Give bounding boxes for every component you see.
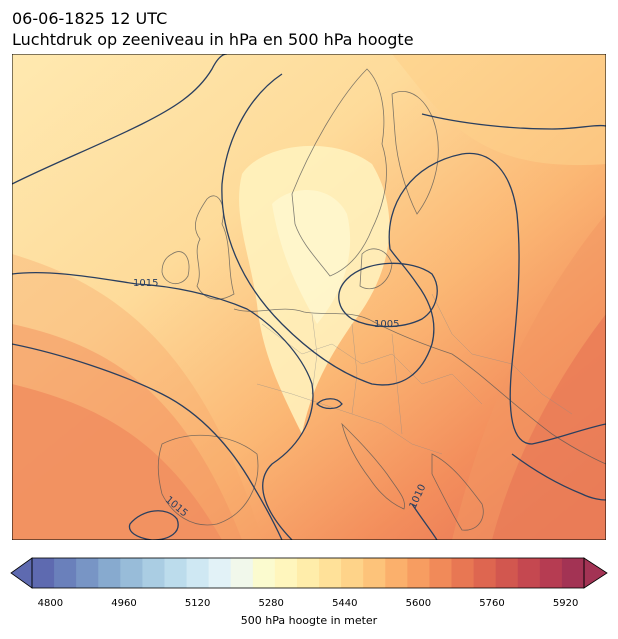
isobar-southeast xyxy=(511,453,606,501)
colorbar-tick-label: 5440 xyxy=(332,598,358,609)
colorbar-extend-low xyxy=(10,557,33,589)
height-band-west-2 xyxy=(12,254,262,540)
colorbar-swatch xyxy=(319,558,342,588)
coastline-mainland-europe xyxy=(233,308,606,465)
isobar-1015-ring xyxy=(221,73,606,445)
map-title-description: Luchtdruk op zeeniveau in hPa en 500 hPa… xyxy=(12,30,414,49)
colorbar xyxy=(10,557,608,589)
isobar-1010-south xyxy=(411,503,438,540)
coastline-ireland xyxy=(161,251,190,285)
isobar-1015-south xyxy=(12,343,283,540)
colorbar-tick-label: 4960 xyxy=(111,598,137,609)
colorbar-swatch xyxy=(230,558,254,588)
colorbar-swatch xyxy=(341,558,364,588)
colorbar-swatch xyxy=(54,558,77,588)
country-borders-central xyxy=(261,323,483,405)
colorbar-swatch xyxy=(208,558,232,588)
height-band-north xyxy=(392,54,606,166)
colorbar-swatch xyxy=(451,558,475,588)
colorbar-swatch xyxy=(539,558,563,588)
colorbar-tick-label: 5120 xyxy=(184,598,211,609)
colorbar-swatch xyxy=(186,558,210,588)
colorbar-extend-high xyxy=(583,557,608,589)
colorbar-swatch xyxy=(495,558,519,588)
colorbar-swatch xyxy=(363,558,386,588)
colorbar-swatch xyxy=(561,558,585,588)
colorbar-swatch xyxy=(76,558,99,588)
colorbar-tick-label: 5760 xyxy=(479,598,505,609)
isobar-1010-northeast xyxy=(421,113,606,130)
colorbar-swatch xyxy=(385,558,408,588)
colorbar-swatch xyxy=(32,558,55,588)
colorbar-swatch xyxy=(473,558,497,588)
colorbar-swatch xyxy=(98,558,121,588)
colorbar-swatch xyxy=(274,558,298,588)
coastline-british-isles xyxy=(195,195,235,300)
colorbar-tick-label: 4800 xyxy=(37,598,64,609)
isobar-1005-low xyxy=(338,262,438,328)
coastline-balkans-greece xyxy=(431,453,484,531)
height-band-east-2 xyxy=(492,314,606,540)
height-ridge-core xyxy=(272,190,351,324)
height-band-west-1 xyxy=(12,324,242,540)
colorbar-swatch xyxy=(517,558,541,588)
isobar-1015-north xyxy=(12,54,228,185)
isobar-label-low: 1005 xyxy=(374,319,399,330)
coastline-finland xyxy=(391,91,439,215)
colorbar-swatch xyxy=(142,558,165,588)
isobar-label-west: 1015 xyxy=(133,278,158,289)
colorbar-label: 500 hPa hoogte in meter xyxy=(240,614,378,627)
coastline-italy xyxy=(341,422,405,510)
pressure-height-map: 1015 1005 1015 1010 xyxy=(12,54,606,540)
colorbar-swatch xyxy=(252,558,276,588)
country-borders-east xyxy=(431,293,573,415)
colorbar-tick-label: 5920 xyxy=(552,598,579,609)
colorbar-swatch xyxy=(407,558,430,588)
isobar-alpine-loop xyxy=(316,398,343,410)
coastline-scandinavia xyxy=(291,68,387,277)
colorbar-frame xyxy=(31,557,585,589)
colorbar-tick-label: 5600 xyxy=(405,598,432,609)
colorbar-swatch xyxy=(429,558,453,588)
isobar-1015-main xyxy=(12,272,314,540)
colorbar-swatch xyxy=(296,558,320,588)
colorbar-tick-label: 5280 xyxy=(258,598,284,609)
coastline-iberia xyxy=(157,434,259,526)
map-title-date: 06-06-1825 12 UTC xyxy=(12,9,168,28)
colorbar-swatch xyxy=(164,558,188,588)
coastline-baltic xyxy=(359,248,393,290)
isobar-small-loop xyxy=(128,510,179,540)
colorbar-swatch xyxy=(120,558,143,588)
